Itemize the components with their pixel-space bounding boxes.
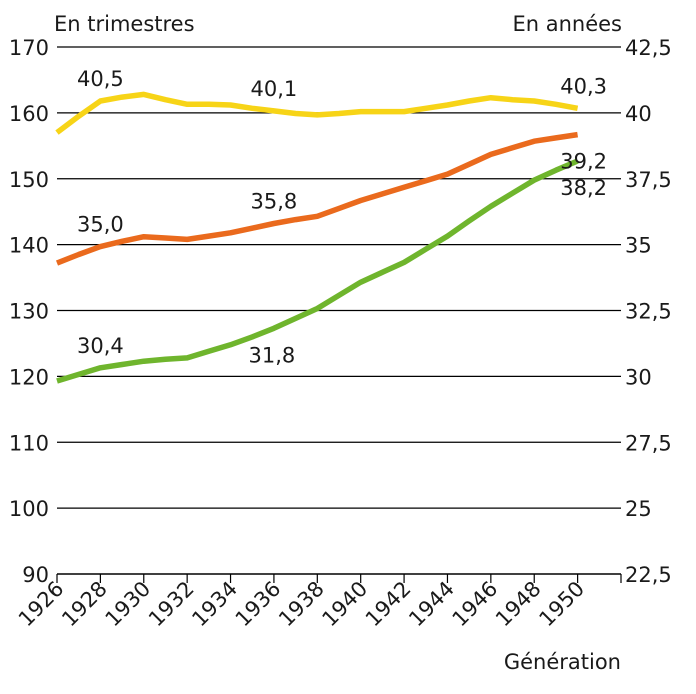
y-left-tick-label: 110	[9, 431, 49, 455]
series-line-1	[55, 91, 579, 135]
y-axis-left-title: En trimestres	[54, 12, 195, 36]
y-left-tick-label: 120	[9, 365, 49, 389]
x-tick-label: 1930	[101, 577, 156, 632]
x-tick-label: 1948	[491, 577, 546, 632]
series-line-2	[55, 131, 579, 266]
data-label: 40,5	[77, 67, 124, 91]
y-right-tick-label: 25	[625, 497, 652, 521]
y-right-tick-label: 42,5	[625, 36, 672, 60]
x-tick-label: 1940	[317, 577, 372, 632]
data-label: 35,8	[251, 190, 298, 214]
x-tick-label: 1950	[534, 577, 589, 632]
x-tick-label: 1934	[187, 577, 242, 632]
data-label: 38,2	[560, 176, 607, 200]
series-line-3	[56, 158, 579, 384]
x-tick-label: 1936	[231, 577, 286, 632]
y-left-tick-label: 100	[9, 497, 49, 521]
x-tick-label: 1928	[57, 577, 112, 632]
y-left-tick-label: 90	[22, 563, 49, 587]
y-left-tick-label: 130	[9, 300, 49, 324]
y-left-tick-label: 170	[9, 36, 49, 60]
x-tick-label: 1946	[448, 577, 503, 632]
y-left-tick-label: 140	[9, 234, 49, 258]
x-axis-title: Génération	[503, 650, 621, 674]
y-right-tick-label: 27,5	[625, 431, 672, 455]
y-right-tick-label: 40	[625, 102, 652, 126]
x-tick-label: 1932	[144, 577, 199, 632]
data-label: 40,3	[560, 74, 607, 98]
x-tick-label: 1942	[361, 577, 416, 632]
data-label: 35,0	[77, 213, 124, 237]
y-right-tick-label: 35	[625, 234, 652, 258]
data-label: 40,1	[251, 77, 298, 101]
x-tick-label: 1944	[404, 577, 459, 632]
y-axis-right-title: En années	[512, 12, 622, 36]
data-label: 30,4	[77, 334, 124, 358]
y-right-tick-label: 22,5	[625, 563, 672, 587]
y-left-tick-label: 150	[9, 168, 49, 192]
y-left-tick-label: 160	[9, 102, 49, 126]
y-right-tick-label: 37,5	[625, 168, 672, 192]
y-right-tick-label: 30	[625, 365, 652, 389]
x-tick-label: 1938	[274, 577, 329, 632]
data-label: 39,2	[560, 150, 607, 174]
data-label: 31,8	[249, 343, 296, 367]
y-right-tick-label: 32,5	[625, 300, 672, 324]
